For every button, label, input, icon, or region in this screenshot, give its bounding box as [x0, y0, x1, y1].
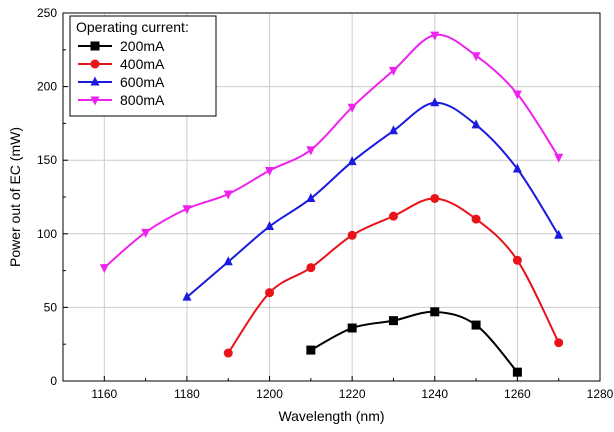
data-point [306, 146, 316, 156]
data-point [306, 263, 316, 273]
legend-label: 200mA [120, 38, 165, 54]
data-point [388, 125, 398, 135]
data-point [430, 31, 440, 41]
data-point [347, 103, 357, 113]
data-point [223, 190, 233, 200]
y-tick-label: 150 [37, 153, 57, 167]
data-point [471, 214, 481, 224]
series-800mA [99, 31, 564, 274]
data-point [265, 288, 275, 298]
y-tick-label: 50 [44, 300, 58, 314]
legend-marker [90, 59, 100, 69]
x-tick-label: 1200 [256, 387, 283, 401]
legend-label: 600mA [120, 74, 165, 90]
data-point [182, 205, 192, 215]
y-tick-label: 200 [37, 80, 57, 94]
data-point [554, 338, 564, 348]
data-point [388, 316, 398, 326]
series-400mA [223, 193, 564, 358]
x-tick-label: 1180 [174, 387, 200, 401]
x-tick-label: 1160 [91, 387, 117, 401]
data-point [430, 193, 440, 203]
series-600mA [182, 97, 564, 301]
data-point [430, 307, 440, 317]
legend-marker [90, 41, 100, 51]
legend-marker [90, 76, 100, 86]
data-point [512, 255, 522, 265]
legend-title: Operating current: [76, 19, 189, 35]
data-point [99, 264, 109, 274]
data-point [347, 230, 357, 240]
legend-marker [90, 96, 100, 106]
data-point [430, 97, 440, 107]
axis-ticks: 1160 1180 1200 1220 1240 1260 1280 0 50 100 150 200… [37, 6, 614, 401]
series-200mA [306, 307, 522, 377]
x-tick-label: 1260 [504, 387, 531, 401]
legend: Operating current: 200mA 400mA 600mA 800mA [69, 15, 217, 117]
y-tick-label: 100 [37, 227, 57, 241]
legend-label: 800mA [120, 92, 165, 108]
data-point [265, 220, 275, 230]
data-point [554, 229, 564, 239]
data-point [471, 119, 481, 129]
legend-item: 400mA [78, 56, 165, 72]
data-point [182, 291, 192, 301]
data-point [471, 52, 481, 62]
series-line [103, 33, 560, 269]
data-point [388, 211, 398, 221]
data-point [554, 153, 564, 163]
data-point [471, 320, 481, 330]
x-tick-label: 1240 [421, 387, 448, 401]
data-point [265, 167, 275, 177]
x-tick-label: 1280 [587, 387, 614, 401]
legend-item: 200mA [78, 38, 165, 54]
data-point [223, 348, 233, 358]
data-point [306, 192, 316, 202]
series-layer [99, 31, 564, 377]
legend-label: 400mA [120, 56, 165, 72]
legend-item: 600mA [78, 74, 165, 90]
data-point [347, 156, 357, 166]
data-point [512, 367, 522, 377]
y-tick-label: 0 [50, 374, 57, 388]
x-axis-title: Wavelength (nm) [278, 408, 384, 424]
y-tick-label: 250 [37, 6, 57, 20]
series-line [186, 101, 560, 298]
legend-item: 800mA [78, 92, 165, 108]
data-point [512, 90, 522, 100]
data-point [512, 163, 522, 173]
data-point [388, 66, 398, 76]
data-point [223, 256, 233, 266]
y-axis-title: Power out of EC (mW) [7, 127, 23, 267]
data-point [306, 345, 316, 355]
data-point [141, 228, 151, 238]
x-tick-label: 1220 [339, 387, 366, 401]
data-point [347, 323, 357, 333]
